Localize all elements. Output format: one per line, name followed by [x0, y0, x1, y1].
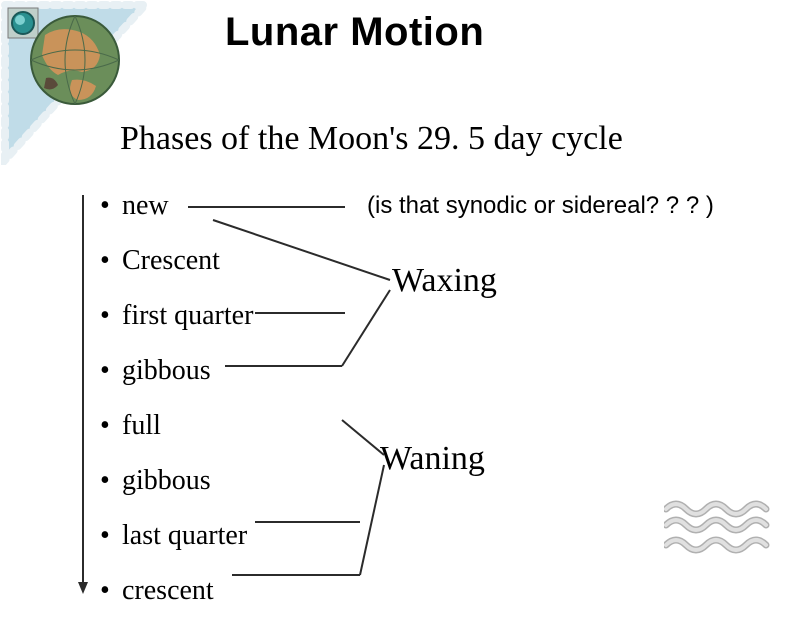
list-item: gibbous: [100, 355, 253, 387]
phase-list: new Crescent first quarter gibbous full …: [100, 190, 253, 630]
waxing-label: Waxing: [392, 262, 497, 300]
list-item: last quarter: [100, 520, 253, 552]
slide-title: Lunar Motion: [225, 10, 484, 55]
waning-label: Waning: [380, 440, 485, 478]
list-item: full: [100, 410, 253, 442]
list-item: new: [100, 190, 253, 222]
list-item: gibbous: [100, 465, 253, 497]
question-text: (is that synodic or sidereal? ? ? ): [367, 192, 714, 220]
waves-icon: [664, 497, 774, 557]
list-item: Crescent: [100, 245, 253, 277]
list-item: first quarter: [100, 300, 253, 332]
list-item: crescent: [100, 575, 253, 607]
slide-subtitle: Phases of the Moon's 29. 5 day cycle: [120, 120, 623, 158]
